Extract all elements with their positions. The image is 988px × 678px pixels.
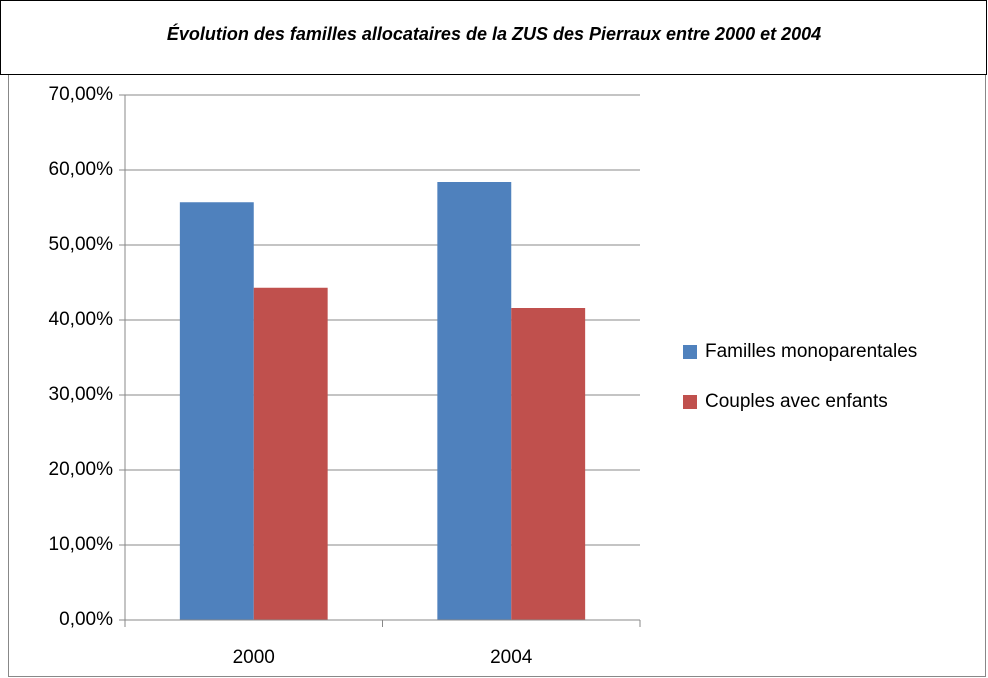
bar (437, 182, 512, 620)
bar (179, 202, 254, 620)
chart-title: Évolution des familles allocataires de l… (167, 23, 821, 44)
y-tick-label: 60,00% (49, 159, 114, 180)
bar (253, 287, 328, 620)
legend-label: Couples avec enfants (705, 391, 888, 412)
bar (511, 308, 586, 620)
y-tick-label: 40,00% (49, 309, 114, 330)
legend-swatch (683, 345, 697, 359)
y-tick-label: 0,00% (59, 609, 113, 630)
legend-swatch (683, 395, 697, 409)
y-tick-label: 20,00% (49, 459, 114, 480)
x-tick-label: 2000 (233, 647, 275, 668)
y-tick-label: 70,00% (49, 84, 114, 105)
x-tick-label: 2004 (490, 647, 533, 668)
y-tick-label: 50,00% (49, 234, 114, 255)
title-box (0, 0, 987, 75)
y-tick-label: 30,00% (49, 384, 114, 405)
y-tick-label: 10,00% (49, 534, 114, 555)
legend-label: Familles monoparentales (705, 341, 917, 362)
